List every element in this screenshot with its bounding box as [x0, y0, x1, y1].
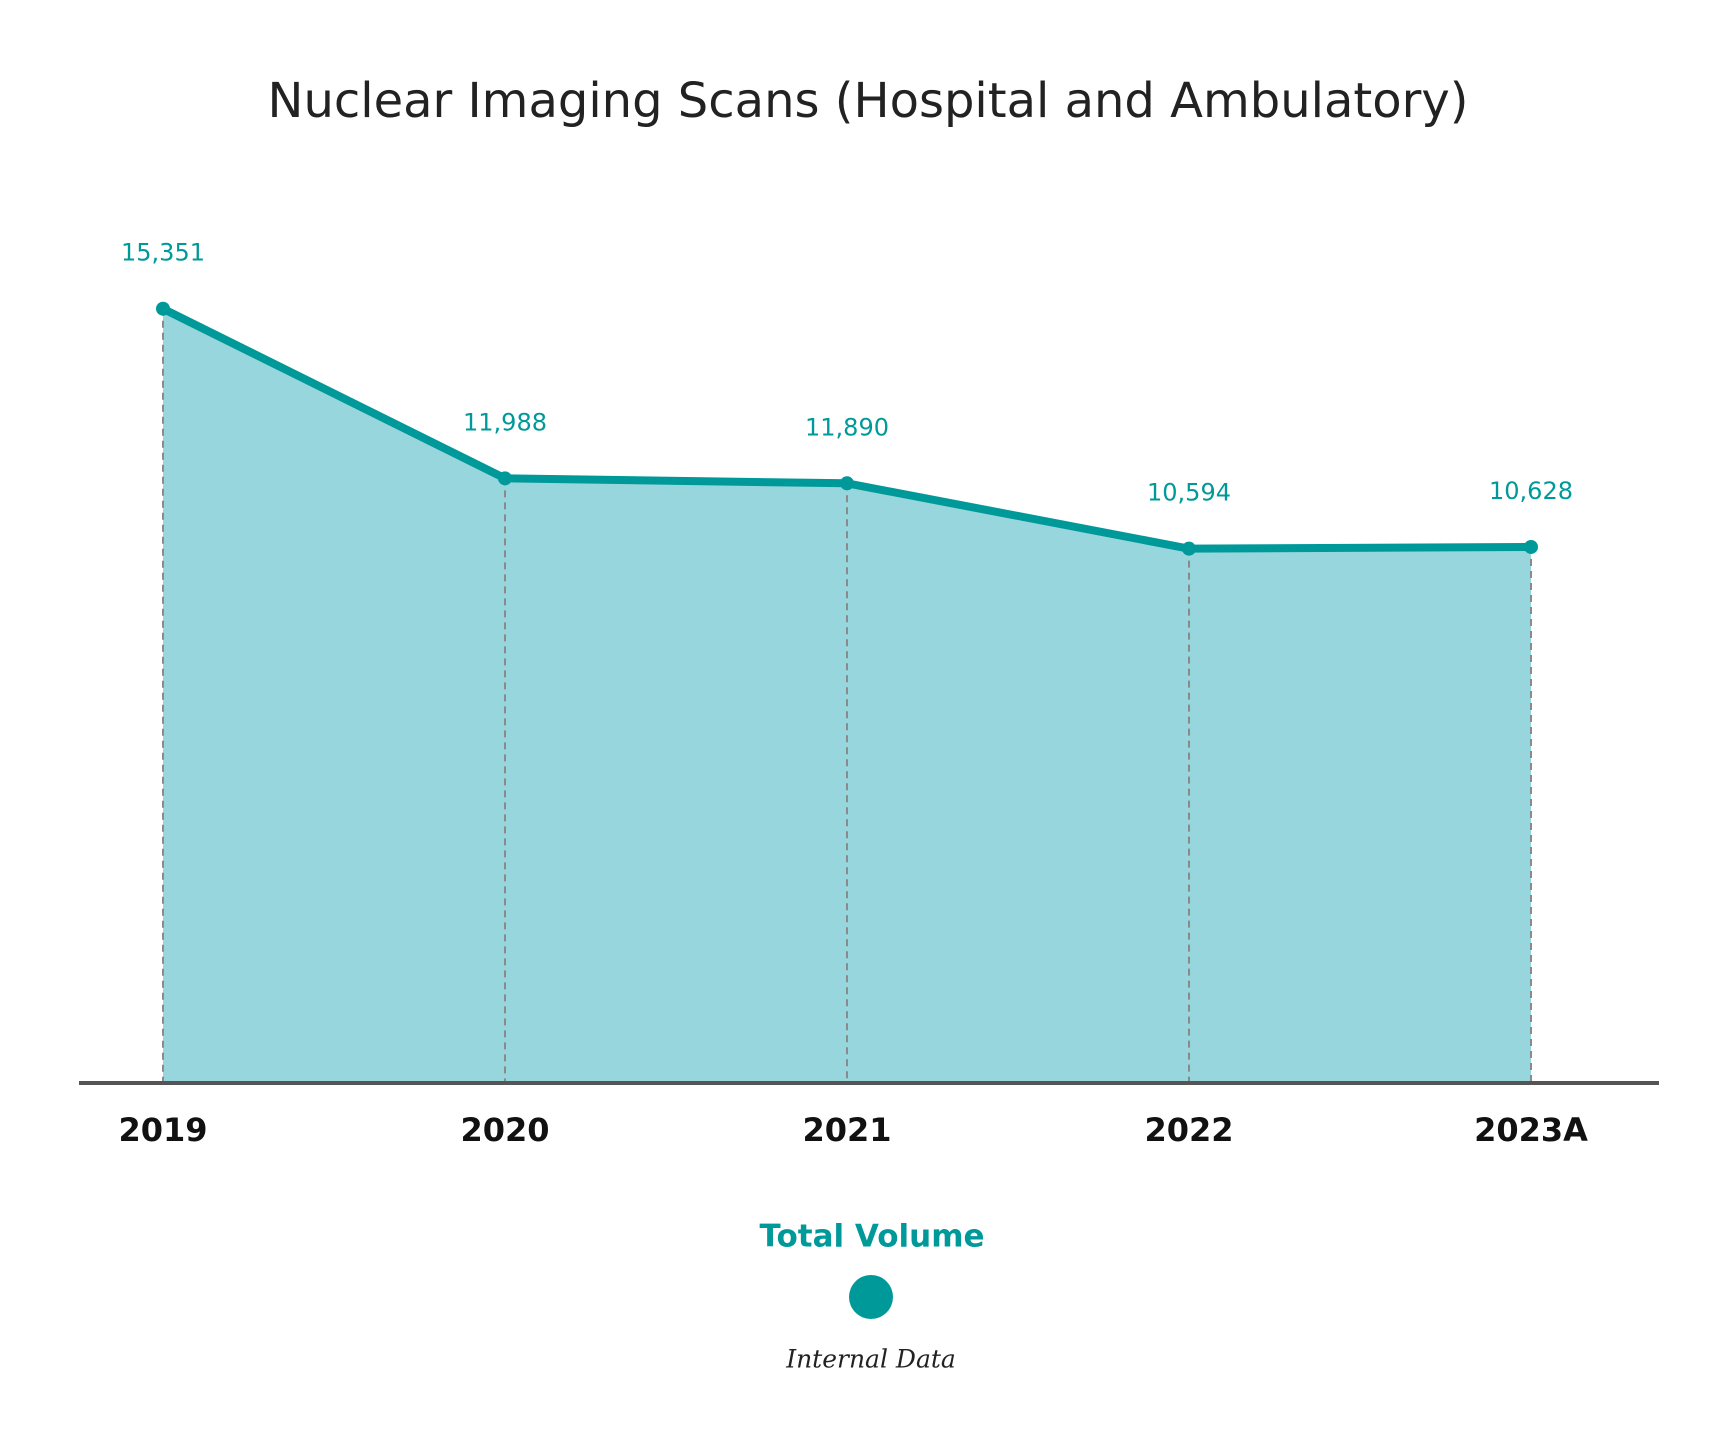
x-tick-label: 2023A	[1474, 1111, 1588, 1149]
legend-label: Total Volume	[759, 1219, 984, 1255]
value-label: 11,890	[805, 413, 889, 441]
point	[840, 476, 854, 491]
x-tick-label: 2021	[802, 1111, 891, 1149]
legend-marker	[849, 1275, 893, 1319]
source-note: Internal Data	[785, 1345, 956, 1374]
x-tick-label: 2020	[460, 1111, 549, 1149]
value-label: 10,628	[1489, 477, 1573, 505]
value-label: 15,351	[121, 239, 205, 267]
value-label: 10,594	[1147, 479, 1231, 507]
point	[1182, 541, 1196, 556]
chart-title: Nuclear Imaging Scans (Hospital and Ambu…	[268, 73, 1469, 129]
point	[1524, 539, 1538, 554]
value-label: 11,988	[463, 408, 547, 436]
point	[498, 471, 512, 486]
point	[156, 301, 170, 316]
x-tick-label: 2022	[1144, 1111, 1233, 1149]
x-tick-label: 2019	[118, 1111, 207, 1149]
